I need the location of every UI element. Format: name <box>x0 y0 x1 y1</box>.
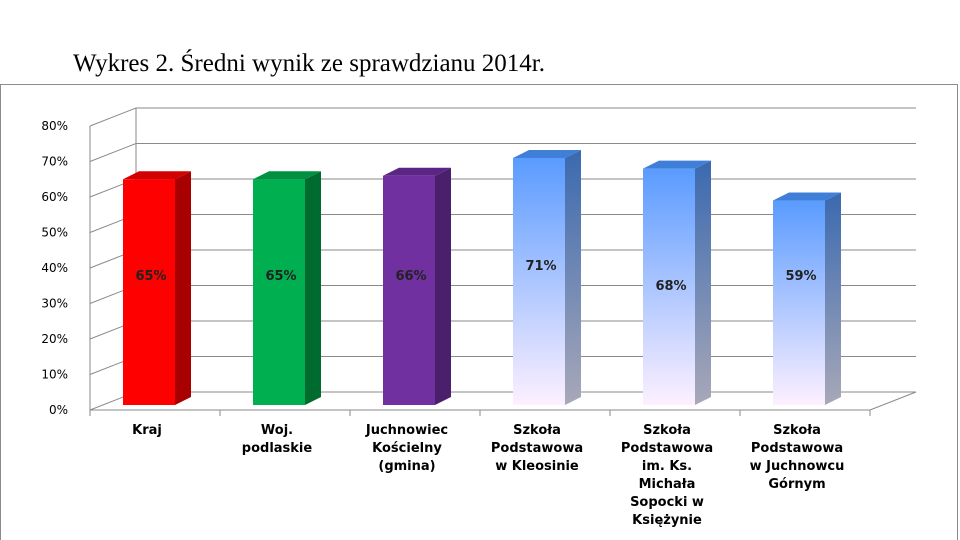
bar-front <box>513 157 565 405</box>
bar-top <box>383 167 451 176</box>
bar-side <box>435 167 451 405</box>
bars <box>123 149 841 405</box>
gridline <box>89 143 916 162</box>
bar <box>383 167 451 405</box>
y-tick-label: 0% <box>49 403 68 417</box>
x-tick-label: (gmina) <box>378 459 435 474</box>
y-tick-label: 40% <box>41 261 68 275</box>
data-label: 59% <box>785 269 816 284</box>
bar-top <box>643 160 711 169</box>
labels: 0% 10% 20% 30% 40% 50% 60% 70% 80% 65% Kraj 65% Woj.… <box>41 119 844 528</box>
bar-top <box>773 192 841 201</box>
bar <box>513 149 581 405</box>
bar-front <box>253 179 305 405</box>
bar-front <box>643 168 695 405</box>
y-tick-label: 70% <box>41 155 68 169</box>
x-tick-label: Kościelny <box>372 441 442 456</box>
x-tick-label: Podstawowa <box>491 441 583 456</box>
x-tick-label: im. Ks. <box>642 459 692 474</box>
x-tick-label: Kraj <box>132 423 162 438</box>
bar-side <box>695 160 711 405</box>
bar-front <box>383 175 435 405</box>
x-tick-label: Szkoła <box>643 423 691 438</box>
bar-top <box>253 171 321 180</box>
data-label: 68% <box>655 279 686 294</box>
bar-side <box>305 171 321 405</box>
y-tick-label: 10% <box>41 368 68 382</box>
data-label: 65% <box>265 269 296 284</box>
bar-front <box>773 200 825 405</box>
bar-front <box>123 179 175 405</box>
bar-side <box>175 171 191 405</box>
x-tick-label: Szkoła <box>773 423 821 438</box>
bar <box>643 160 711 405</box>
bar <box>773 192 841 405</box>
y-tick-label: 30% <box>41 297 68 311</box>
y-tick-label: 20% <box>41 332 68 346</box>
x-tick-label: Księżynie <box>632 513 702 528</box>
bar <box>123 171 191 405</box>
x-tick-label: Juchnowiec <box>365 423 448 438</box>
x-tick-label: Sopocki w <box>630 495 704 510</box>
x-tick-label: Michała <box>639 477 696 492</box>
bar-top <box>123 171 191 180</box>
y-tick-label: 80% <box>41 119 68 133</box>
data-label: 66% <box>395 269 426 284</box>
x-tick-label: w Juchnowcu <box>750 459 845 474</box>
data-label: 71% <box>525 259 556 274</box>
bar-top <box>513 149 581 158</box>
x-tick-label: Woj. <box>261 423 293 438</box>
bar-side <box>565 149 581 405</box>
x-tick-label: podlaskie <box>242 441 313 456</box>
data-label: 65% <box>135 269 166 284</box>
x-tick-label: Podstawowa <box>751 441 843 456</box>
bar <box>253 171 321 405</box>
x-tick-label: Podstawowa <box>621 441 713 456</box>
y-tick-label: 60% <box>41 190 68 204</box>
x-tick-label: w Kleosinie <box>495 459 579 474</box>
x-tick-label: Górnym <box>768 477 825 492</box>
gridline <box>89 107 916 127</box>
x-tick-label: Szkoła <box>513 423 561 438</box>
bar-side <box>825 192 841 405</box>
page-title: Wykres 2. Średni wynik ze sprawdzianu 20… <box>73 50 545 77</box>
y-tick-label: 50% <box>41 226 68 240</box>
